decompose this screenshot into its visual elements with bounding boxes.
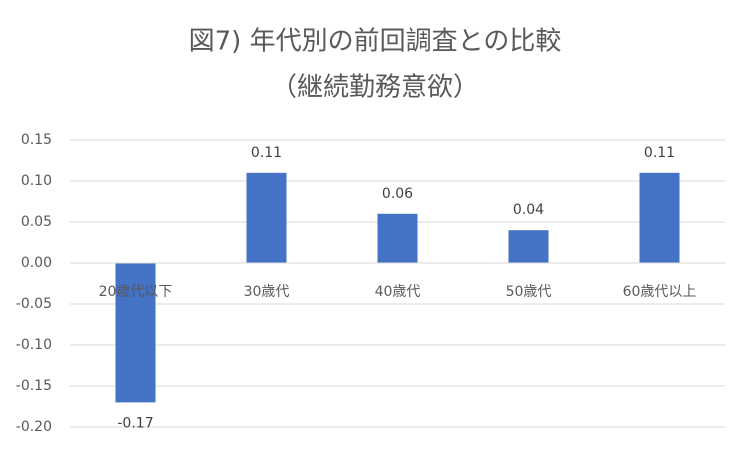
- bar: [115, 263, 156, 403]
- chart-subtitle: （継続勤務意欲）: [271, 73, 479, 103]
- value-label: 0.04: [513, 202, 544, 218]
- y-tick-label: -0.15: [16, 378, 52, 394]
- bar: [508, 230, 549, 263]
- x-tick-label: 60歳代以上: [623, 284, 697, 300]
- bar: [377, 213, 418, 263]
- y-tick-label: -0.05: [16, 296, 52, 312]
- value-label: 0.11: [644, 145, 675, 161]
- chart-title: 図7) 年代別の前回調査との比較: [189, 27, 562, 57]
- x-tick-label: 40歳代: [375, 284, 421, 300]
- x-tick-label: 30歳代: [244, 284, 290, 300]
- value-label: 0.11: [251, 145, 282, 161]
- y-tick-label: -0.10: [16, 337, 52, 353]
- y-tick-label: 0.15: [21, 132, 52, 148]
- bar: [246, 172, 287, 263]
- y-tick-label: -0.20: [16, 419, 52, 435]
- y-tick-label: 0.05: [21, 214, 52, 230]
- y-tick-label: 0.10: [21, 173, 52, 189]
- y-tick-label: 0.00: [21, 255, 52, 271]
- x-tick-label: 20歳代以下: [99, 284, 173, 300]
- value-label: -0.17: [117, 415, 153, 431]
- x-tick-label: 50歳代: [506, 284, 552, 300]
- bar: [639, 172, 680, 263]
- value-label: 0.06: [382, 186, 413, 202]
